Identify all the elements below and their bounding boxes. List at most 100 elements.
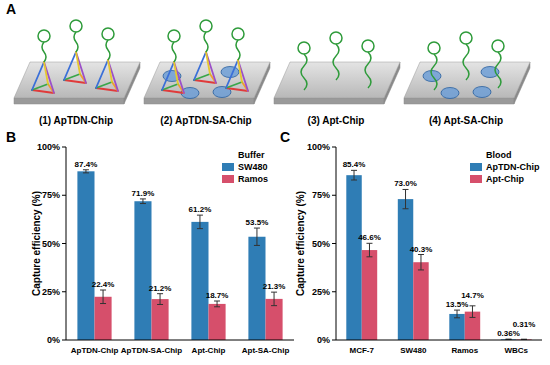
data-label: 0.36% <box>497 329 520 338</box>
dna-tetrahedron-edge <box>32 62 44 90</box>
data-label: 46.6% <box>358 233 381 242</box>
error-cap <box>351 170 357 171</box>
dna-tetrahedron-edge <box>226 88 248 91</box>
error-bar <box>157 294 163 305</box>
error-cap <box>403 208 409 209</box>
y-tick <box>332 147 336 148</box>
aptamer-loop <box>298 42 310 54</box>
error-cap <box>271 292 277 293</box>
y-tick-label: 0% <box>317 335 330 345</box>
y-tick <box>62 195 66 196</box>
legend: BloodApTDN-ChipApt-Chip <box>470 150 540 184</box>
bar <box>134 201 151 340</box>
aptamer-strand <box>463 44 469 80</box>
bar <box>449 314 464 340</box>
data-label: 13.5% <box>446 300 469 309</box>
dna-tetrahedron-edge <box>76 52 86 83</box>
chip-front <box>404 98 514 104</box>
chip-schematic <box>404 32 530 104</box>
error-cap <box>83 169 89 170</box>
aptamer-loop <box>70 20 82 32</box>
dna-tetrahedron-edge <box>64 52 76 80</box>
error-line <box>217 301 218 307</box>
error-line <box>103 290 104 304</box>
chip-surface <box>144 62 270 98</box>
aptamer-strand <box>204 32 208 52</box>
x-tick-label: Apt-Chip <box>192 346 226 355</box>
data-label: 87.4% <box>75 160 98 169</box>
y-tick-label: 100% <box>307 142 330 152</box>
dna-tetrahedron-edge <box>238 60 242 82</box>
x-tick-label: Ramos <box>451 346 478 355</box>
error-bar <box>469 306 475 318</box>
legend-swatch <box>222 175 234 183</box>
error-cap <box>214 301 220 302</box>
y-tick <box>332 195 336 196</box>
dna-tetrahedron-edge <box>96 60 108 88</box>
error-cap <box>157 293 163 294</box>
aptamer-strand <box>74 32 78 52</box>
legend: BufferSW480Ramos <box>222 150 268 184</box>
legend-swatch <box>222 163 234 171</box>
error-cap <box>506 339 512 340</box>
chip-front <box>144 98 254 104</box>
bar <box>413 262 428 340</box>
dna-tetrahedron-edge <box>64 80 86 83</box>
data-label: 21.2% <box>149 284 172 293</box>
aptamer-loop <box>38 30 50 42</box>
chip-schematic <box>274 32 400 104</box>
x-tick-label: WBCs <box>504 346 528 355</box>
y-tick-label: 50% <box>312 239 330 249</box>
error-cap <box>214 306 220 307</box>
dna-tetrahedron-edge <box>226 60 238 88</box>
data-label: 61.2% <box>189 205 212 214</box>
error-cap <box>197 215 203 216</box>
error-line <box>160 294 161 305</box>
error-cap <box>454 317 460 318</box>
data-label: 71.9% <box>132 189 155 198</box>
error-bar <box>366 243 372 257</box>
y-tick-label: 75% <box>312 190 330 200</box>
aptamer-strand <box>431 54 437 90</box>
schematic-caption: (3) Apt-Chip <box>308 115 365 126</box>
error-bar <box>197 215 203 229</box>
error-bar <box>403 189 409 208</box>
legend-swatch <box>470 175 482 183</box>
error-line <box>199 215 200 229</box>
aptamer-loop <box>232 28 244 40</box>
x-axis <box>336 340 542 341</box>
error-bar <box>140 199 146 204</box>
aptamer-loop <box>492 40 504 52</box>
x-tick-label: Apt-SA-Chip <box>242 346 290 355</box>
aptamer-strand <box>495 52 501 88</box>
dna-tetrahedron-edge <box>206 52 210 74</box>
chip-front <box>14 98 124 104</box>
error-line <box>420 255 421 270</box>
data-label: 73.0% <box>394 179 417 188</box>
error-bar <box>100 290 106 304</box>
error-line <box>457 310 458 318</box>
error-line <box>369 243 370 257</box>
error-cap <box>140 203 146 204</box>
error-cap <box>157 304 163 305</box>
aptamer-loop <box>428 42 440 54</box>
dna-tetrahedron-edge <box>96 88 118 91</box>
y-tick <box>332 243 336 244</box>
error-bar <box>254 228 260 245</box>
aptamer-strand <box>365 52 371 88</box>
error-cap <box>83 172 89 173</box>
data-label: 14.7% <box>461 291 484 300</box>
error-cap <box>197 228 203 229</box>
aptamer-strand <box>333 44 339 80</box>
aptamer-loop <box>460 32 472 44</box>
aptamer-loop <box>330 32 342 44</box>
error-cap <box>454 310 460 311</box>
x-tick-label: SW480 <box>400 346 427 355</box>
legend-title: Buffer <box>238 150 265 160</box>
bar <box>95 297 112 340</box>
data-label: 40.3% <box>410 245 433 254</box>
figure: ABC(1) ApTDN-Chip(2) ApTDN-SA-Chip(3) Ap… <box>0 0 550 365</box>
dna-tetrahedron-edge <box>162 90 184 93</box>
error-cap <box>403 189 409 190</box>
error-cap <box>254 228 260 229</box>
